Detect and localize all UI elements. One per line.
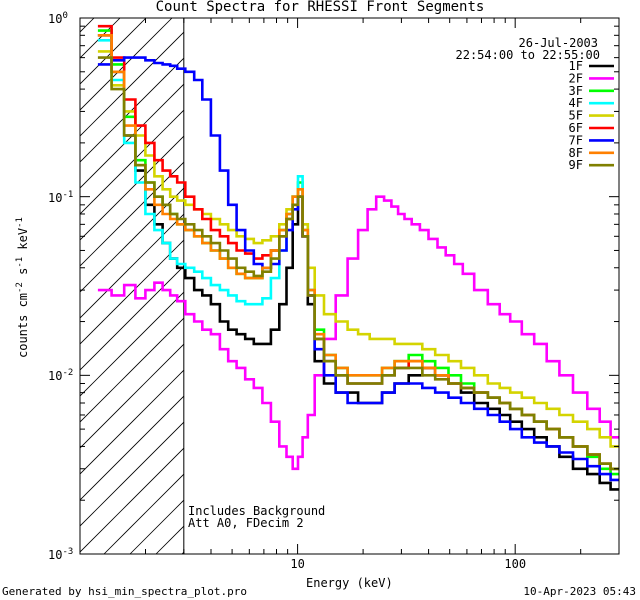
hatch-line	[80, 18, 121, 59]
hatch-line	[80, 109, 184, 215]
legend-label-9F: 9F	[569, 158, 583, 172]
x-axis-label: Energy (keV)	[306, 576, 393, 590]
x-tick-label: 10	[290, 557, 305, 571]
hatch-line	[80, 395, 184, 501]
legend-label-5F: 5F	[569, 109, 583, 123]
series-9F	[97, 56, 619, 471]
y-axis-label: counts cm-2 s-1 keV-1	[15, 217, 30, 358]
footer-timestamp: 10-Apr-2023 05:43	[523, 585, 636, 598]
legend-label-4F: 4F	[569, 96, 583, 110]
hatch-line	[260, 0, 640, 554]
chart-date: 26-Jul-2003	[518, 36, 598, 50]
annotation-attenuator: Att A0, FDecim 2	[188, 516, 304, 530]
hatch-line	[80, 187, 184, 293]
series-layer	[97, 24, 619, 491]
hatch-line	[80, 421, 184, 527]
axis-ticks	[79, 17, 620, 555]
hatch-line	[80, 83, 184, 189]
y-tick-label: 10-1	[48, 189, 74, 205]
hatch-line	[0, 0, 80, 554]
hatch-line	[80, 447, 184, 553]
hatch-line	[80, 135, 184, 241]
hatch-line	[80, 239, 184, 345]
hatch-line	[80, 18, 173, 111]
hatched-region	[0, 0, 640, 554]
legend-label-8F: 8F	[569, 146, 583, 160]
plot-frame	[79, 17, 620, 555]
hatch-line	[80, 161, 184, 267]
annotation-background: Includes Background	[188, 504, 326, 518]
y-tick-label: 10-2	[48, 368, 74, 384]
hatch-line	[80, 31, 184, 137]
hatch-line	[155, 525, 184, 554]
y-tick-label: 100	[48, 11, 68, 26]
legend-label-1F: 1F	[569, 59, 583, 73]
generated-by-text: Generated by hsi_min_spectra_plot.pro	[2, 585, 248, 598]
chart-time-range: 22:54:00 to 22:55:00	[455, 48, 601, 62]
legend-label-2F: 2F	[569, 71, 583, 85]
series-1F	[97, 34, 619, 491]
x-tick-label: 100	[504, 557, 527, 571]
y-tick-label: 10-3	[48, 547, 74, 562]
hatch-line	[80, 369, 184, 475]
chart-title: Count Spectra for RHESSI Front Segments	[155, 0, 485, 15]
legend-label-3F: 3F	[569, 84, 583, 98]
hatch-line	[80, 213, 184, 319]
legend-label-6F: 6F	[569, 121, 583, 135]
legend-label-7F: 7F	[569, 133, 583, 147]
hatch-line	[80, 18, 147, 85]
